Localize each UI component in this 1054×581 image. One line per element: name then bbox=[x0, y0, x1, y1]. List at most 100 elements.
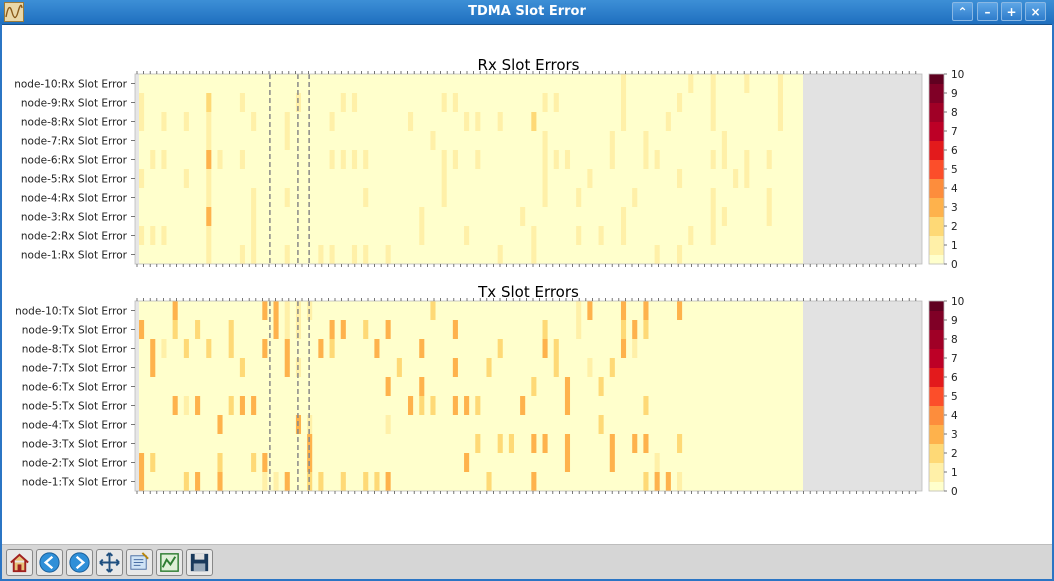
heatmap-cell bbox=[172, 320, 178, 339]
heatmap-cell bbox=[329, 339, 335, 358]
heatmap-cell bbox=[396, 358, 402, 377]
heatmap-cell bbox=[531, 434, 537, 453]
colorbar-label: 6 bbox=[951, 145, 958, 157]
colorbar-label: 5 bbox=[951, 164, 958, 176]
heatmap-cell bbox=[284, 301, 290, 320]
heatmap-cell bbox=[385, 472, 391, 491]
heatmap-cell bbox=[632, 339, 638, 358]
heatmap-cell bbox=[430, 131, 436, 150]
colorbar-segment bbox=[929, 353, 944, 359]
heatmap-cell bbox=[632, 188, 638, 207]
heatmap-cell bbox=[632, 434, 638, 453]
heatmap-cell bbox=[520, 207, 526, 226]
colorbar-segment bbox=[929, 424, 944, 430]
heatmap-cell bbox=[643, 472, 649, 491]
heatmap-cell bbox=[576, 188, 582, 207]
heatmap-cell bbox=[542, 188, 548, 207]
heatmap-cell bbox=[677, 169, 683, 188]
heatmap-cell bbox=[564, 453, 571, 472]
colorbar-segment bbox=[929, 358, 944, 364]
close-window-button[interactable]: × bbox=[1025, 2, 1046, 21]
window-border-left bbox=[0, 24, 2, 581]
heatmap-cell bbox=[340, 472, 346, 491]
heatmap-cell bbox=[710, 188, 716, 207]
colorbar-segment bbox=[929, 226, 944, 232]
heatmap-cell bbox=[251, 226, 257, 245]
heatmap-cell bbox=[587, 169, 593, 188]
heatmap-cell bbox=[710, 150, 716, 169]
heatmap-cell bbox=[576, 226, 582, 245]
heatmap-cell bbox=[150, 358, 156, 377]
heatmap-cell bbox=[654, 150, 660, 169]
heatmap-cell bbox=[262, 339, 268, 358]
row-label: node-5:Tx Slot Error bbox=[22, 401, 128, 413]
figure-canvas[interactable]: Rx Slot Errors node-10:Rx Slot Error node-… bbox=[2, 25, 1052, 543]
pan-move-button[interactable] bbox=[96, 549, 123, 576]
maximize-window-button[interactable]: + bbox=[1001, 2, 1022, 21]
window-title: TDMA Slot Error bbox=[468, 4, 586, 19]
heatmap-cell bbox=[139, 112, 145, 131]
back-arrow-button[interactable] bbox=[36, 549, 63, 576]
heatmap-cell bbox=[598, 377, 604, 396]
window-titlebar: TDMA Slot Error ⌃ – + × bbox=[0, 0, 1054, 25]
heatmap-cell bbox=[217, 453, 223, 472]
colorbar-label: 3 bbox=[951, 429, 958, 441]
heatmap-cell bbox=[744, 169, 750, 188]
heatmap-cell bbox=[475, 434, 481, 453]
heatmap-cell bbox=[150, 150, 156, 169]
colorbar-label: 1 bbox=[951, 467, 958, 479]
heatmap-cell bbox=[710, 74, 716, 93]
heatmap-cell bbox=[228, 396, 234, 415]
shade-window-button[interactable]: ⌃ bbox=[952, 2, 973, 21]
heatmap-cell bbox=[206, 93, 212, 112]
heatmap-cell bbox=[161, 150, 167, 169]
colorbar-segment bbox=[929, 83, 944, 89]
row-label: node-7:Rx Slot Error bbox=[21, 136, 128, 148]
colorbar-segment bbox=[929, 415, 944, 421]
heatmap-cell bbox=[284, 320, 290, 339]
minimize-window-button[interactable]: – bbox=[977, 2, 998, 21]
leading-no-data-strip bbox=[135, 301, 139, 491]
heatmap-cell bbox=[239, 245, 245, 264]
heatmap-cell bbox=[531, 226, 537, 245]
subplots-config-button[interactable] bbox=[156, 549, 183, 576]
colorbar-segment bbox=[929, 78, 944, 84]
leading-no-data-strip bbox=[135, 74, 139, 264]
heatmap-cell bbox=[609, 434, 615, 453]
zoom-rect-button[interactable] bbox=[126, 549, 153, 576]
maximize-icon: + bbox=[1006, 5, 1017, 19]
heatmap-cell bbox=[251, 245, 257, 264]
heatmap-cell bbox=[553, 93, 559, 112]
heatmap-cell bbox=[239, 150, 245, 169]
colorbar-segment bbox=[929, 131, 944, 137]
plot-frame bbox=[134, 300, 923, 492]
colorbar-segment bbox=[929, 169, 944, 175]
row-label: node-3:Tx Slot Error bbox=[22, 439, 128, 451]
heatmap-cell bbox=[206, 188, 212, 207]
row-label: node-2:Tx Slot Error bbox=[22, 458, 128, 470]
colorbar-segment bbox=[929, 386, 944, 392]
heatmap-cell bbox=[475, 112, 481, 131]
heatmap-cell bbox=[710, 93, 716, 112]
colorbar-label: 4 bbox=[951, 410, 958, 422]
colorbar-segment bbox=[929, 245, 944, 251]
heatmap-cell bbox=[721, 131, 727, 150]
colorbar-label: 7 bbox=[951, 353, 958, 365]
heatmap-cell bbox=[598, 415, 604, 434]
colorbar-segment bbox=[929, 254, 944, 260]
row-label: node-4:Rx Slot Error bbox=[21, 193, 128, 205]
heatmap-cell bbox=[441, 93, 447, 112]
heatmap-cell bbox=[721, 207, 727, 226]
colorbar-label: 1 bbox=[951, 240, 958, 252]
heatmap-cell bbox=[542, 339, 548, 358]
row-label: node-10:Rx Slot Error bbox=[14, 79, 127, 91]
save-floppy-button[interactable] bbox=[186, 549, 213, 576]
colorbar-segment bbox=[929, 183, 944, 189]
forward-arrow-button[interactable] bbox=[66, 549, 93, 576]
heatmap-cell bbox=[408, 112, 414, 131]
heatmap-cell bbox=[183, 472, 189, 491]
heatmap-cell bbox=[183, 339, 189, 358]
heatmap-cell bbox=[665, 472, 671, 491]
home-button[interactable] bbox=[6, 549, 33, 576]
heatmap-cell bbox=[677, 301, 683, 320]
